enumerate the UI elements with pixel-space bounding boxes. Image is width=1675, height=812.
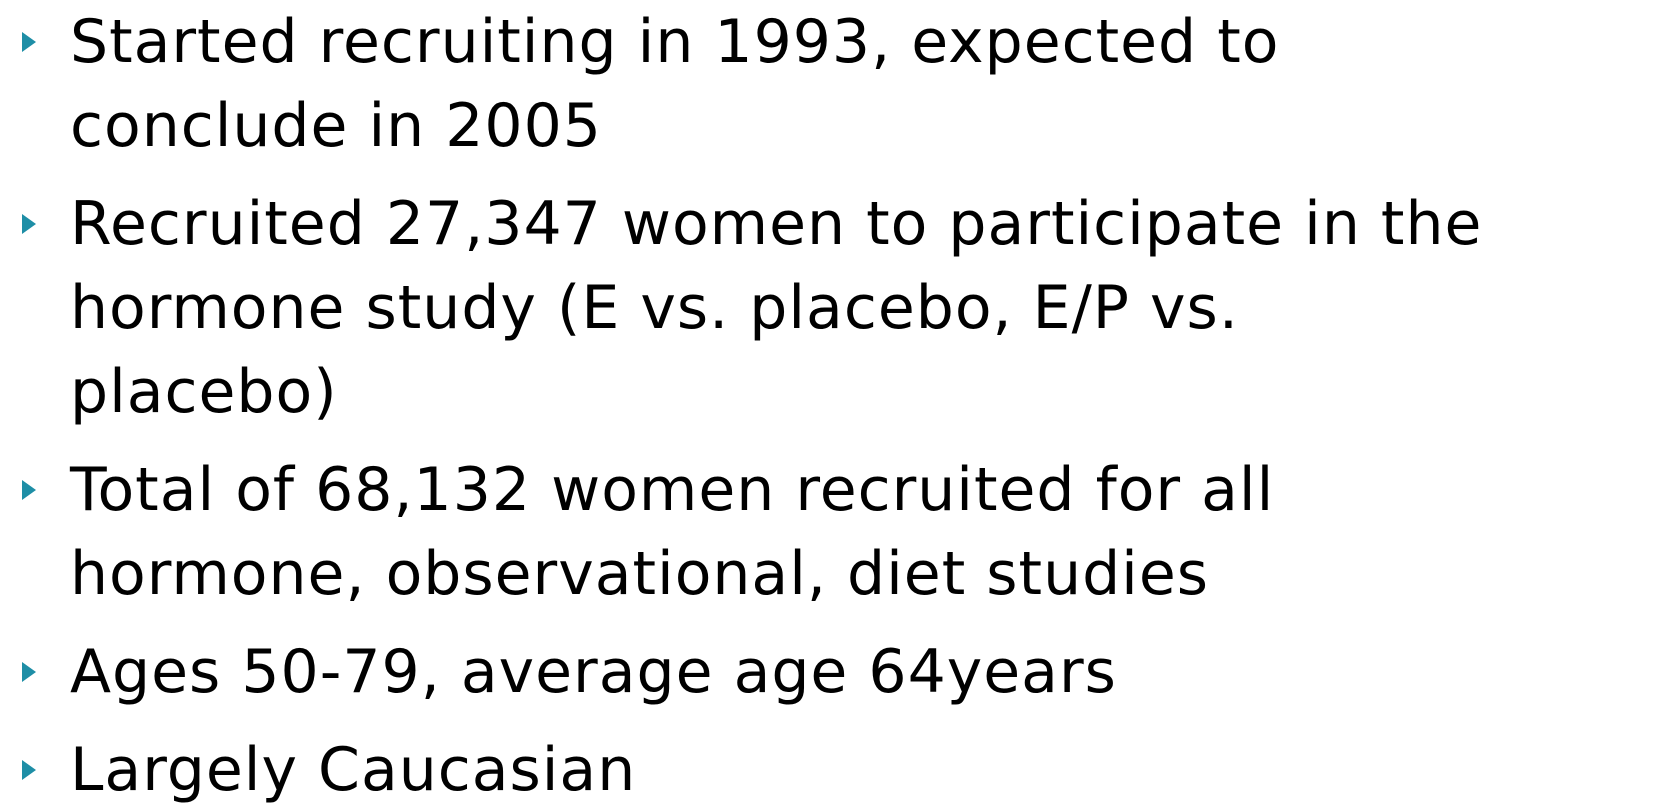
bullet-marker [22, 480, 36, 500]
bullet-marker [22, 662, 36, 682]
bullet-item: Recruited 27,347 women to participate in… [0, 182, 1482, 434]
bullet-item: Ages 50-79, average age 64years [0, 630, 1482, 714]
bullet-arrow [22, 480, 36, 500]
bullet-text: hormone, observational, diet studies [70, 539, 1210, 609]
bullet-marker [22, 214, 36, 234]
bullet-text: Ages 50-79, average age 64years [70, 637, 1117, 707]
bullet-arrow [22, 32, 36, 52]
bullet-list: Started recruiting in 1993, expected to c… [0, 0, 1482, 812]
bullet-text: Recruited 27,347 women to participate in… [70, 189, 1483, 259]
bullet-item: Total of 68,132 women recruited for all h… [0, 448, 1482, 616]
bullet-marker [22, 760, 36, 780]
bullet-arrow [22, 214, 36, 234]
bullet-text: Largely Caucasian [70, 735, 637, 805]
bullet-text: conclude in 2005 [70, 91, 602, 161]
bullet-arrow [22, 760, 36, 780]
bullet-text: hormone study (E vs. placebo, E/P vs. [70, 273, 1239, 343]
bullet-marker [22, 32, 36, 52]
bullet-text: placebo) [70, 357, 338, 427]
bullet-item: Started recruiting in 1993, expected to c… [0, 0, 1482, 168]
bullet-item: Largely Caucasian [0, 728, 1482, 812]
bullet-text: Started recruiting in 1993, expected to [70, 7, 1280, 77]
bullet-text: Total of 68,132 women recruited for all [70, 455, 1275, 525]
bullet-arrow [22, 662, 36, 682]
